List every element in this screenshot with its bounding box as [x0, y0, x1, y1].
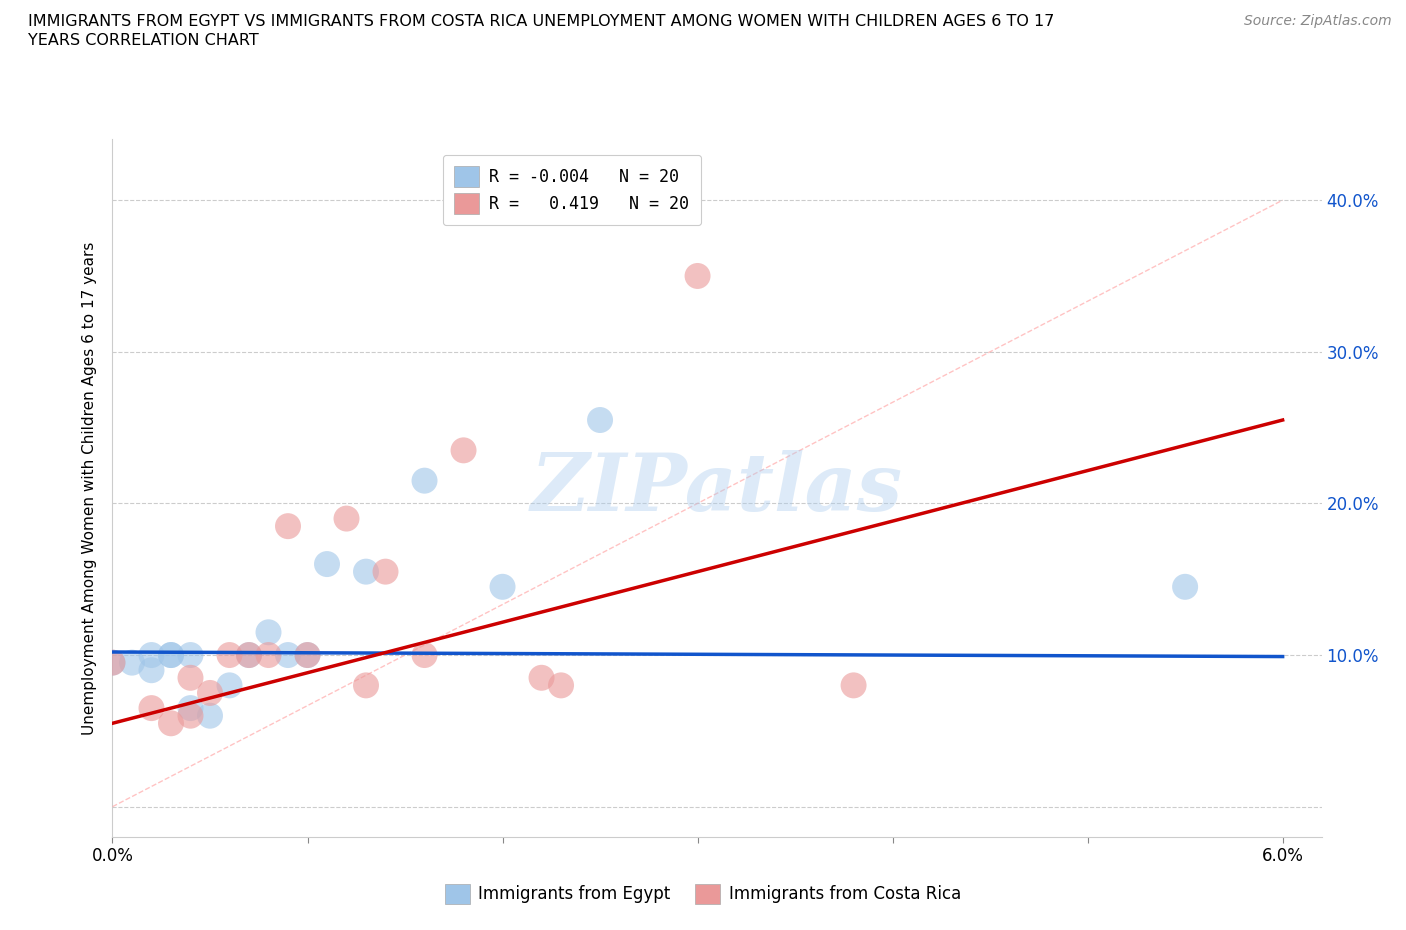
Point	[198, 685, 221, 700]
Point	[413, 647, 436, 662]
Point	[277, 647, 299, 662]
Point	[160, 647, 183, 662]
Point	[354, 678, 377, 693]
Text: IMMIGRANTS FROM EGYPT VS IMMIGRANTS FROM COSTA RICA UNEMPLOYMENT AMONG WOMEN WIT: IMMIGRANTS FROM EGYPT VS IMMIGRANTS FROM…	[28, 14, 1054, 29]
Point	[141, 647, 163, 662]
Point	[101, 656, 124, 671]
Point	[198, 709, 221, 724]
Point	[179, 700, 201, 715]
Point	[238, 647, 260, 662]
Point	[257, 625, 280, 640]
Legend: Immigrants from Egypt, Immigrants from Costa Rica: Immigrants from Egypt, Immigrants from C…	[437, 875, 969, 912]
Point	[257, 647, 280, 662]
Point	[413, 473, 436, 488]
Point	[179, 671, 201, 685]
Text: Source: ZipAtlas.com: Source: ZipAtlas.com	[1244, 14, 1392, 28]
Point	[160, 647, 183, 662]
Point	[121, 656, 143, 671]
Point	[277, 519, 299, 534]
Point	[179, 709, 201, 724]
Point	[453, 443, 475, 458]
Point	[374, 565, 396, 579]
Text: ZIPatlas: ZIPatlas	[531, 449, 903, 527]
Point	[354, 565, 377, 579]
Point	[101, 656, 124, 671]
Point	[550, 678, 572, 693]
Point	[1174, 579, 1197, 594]
Point	[335, 512, 357, 526]
Text: YEARS CORRELATION CHART: YEARS CORRELATION CHART	[28, 33, 259, 47]
Point	[686, 269, 709, 284]
Point	[589, 413, 612, 428]
Point	[842, 678, 865, 693]
Y-axis label: Unemployment Among Women with Children Ages 6 to 17 years: Unemployment Among Women with Children A…	[82, 242, 97, 735]
Point	[297, 647, 319, 662]
Point	[238, 647, 260, 662]
Point	[179, 647, 201, 662]
Point	[141, 700, 163, 715]
Legend: R = -0.004   N = 20, R =   0.419   N = 20: R = -0.004 N = 20, R = 0.419 N = 20	[443, 154, 702, 225]
Point	[141, 663, 163, 678]
Point	[316, 557, 339, 572]
Point	[530, 671, 553, 685]
Point	[491, 579, 513, 594]
Point	[160, 716, 183, 731]
Point	[218, 678, 240, 693]
Point	[218, 647, 240, 662]
Point	[297, 647, 319, 662]
